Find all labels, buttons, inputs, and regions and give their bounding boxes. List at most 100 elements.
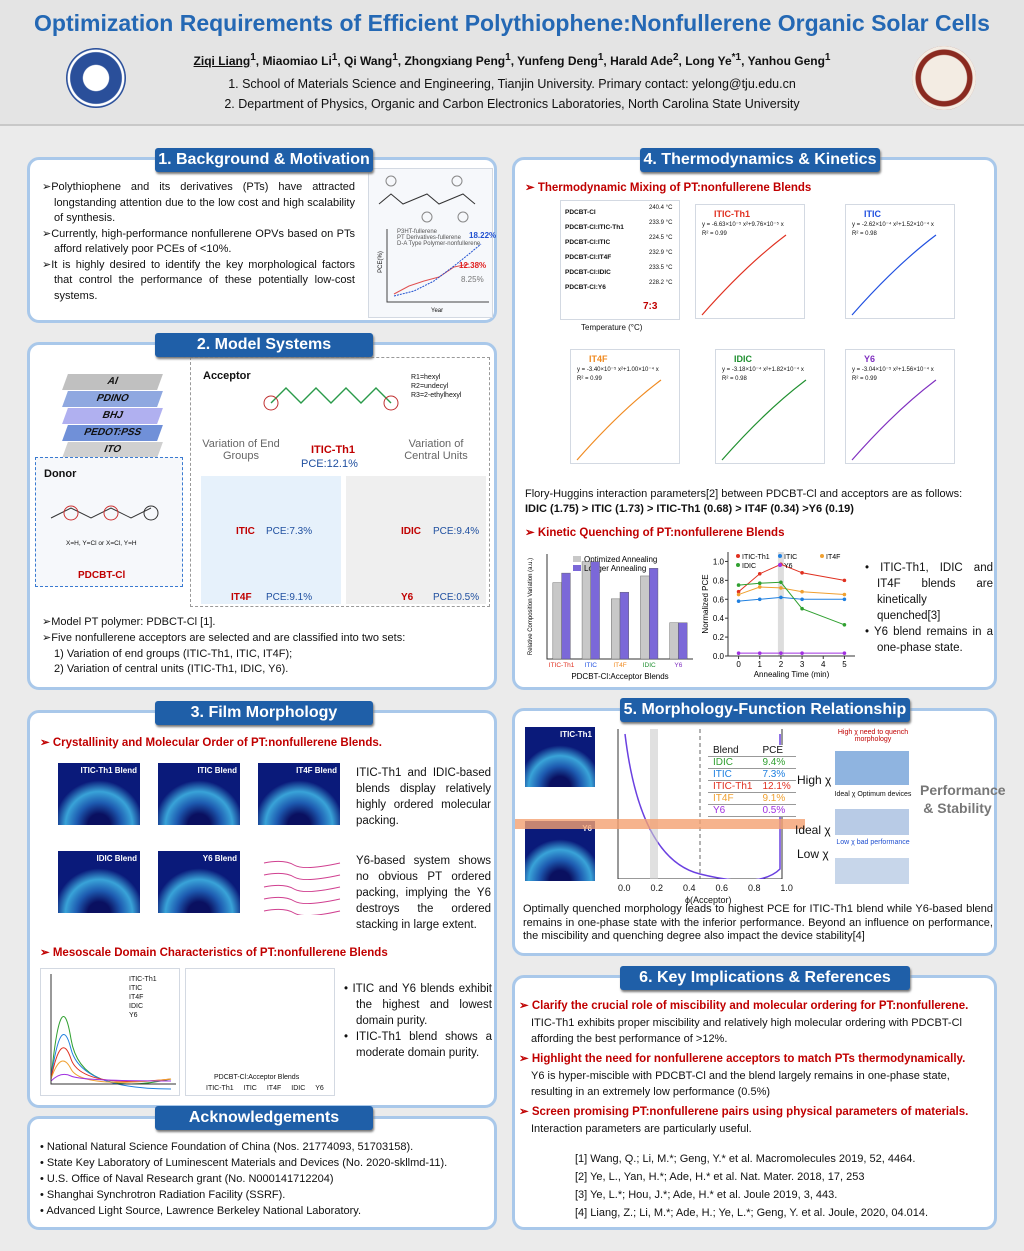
fit-panel: ITIC y = -2.62×10⁻⁴ x²+1.52×10⁻⁴ x R² = 0.… (845, 204, 955, 319)
device-stack: Al PDINO BHJ PEDOT:PSS ITO (62, 373, 163, 458)
table-cell: 12.1% (757, 780, 796, 793)
point (736, 651, 741, 655)
morph-sketch (835, 809, 909, 835)
author: Harald Ade2 (610, 52, 685, 68)
reference: [3] Ye, L.*; Hou, J.*; Ade, H.* et al. J… (575, 1189, 838, 1201)
fit-r2: R² = 0.99 (577, 376, 602, 382)
chi-label: Ideal χ (795, 823, 831, 837)
giwaxs-image: IT4F Blend (258, 763, 340, 825)
legend-entry: PT Derivatives-fullerene (397, 235, 461, 241)
legend-entry: Y6 (784, 563, 793, 570)
section-title: 5. Morphology-Function Relationship (620, 698, 910, 722)
center-pce: PCE:12.1% (301, 458, 358, 470)
device-layer: ITO (62, 442, 163, 458)
giwaxs-image: ITIC-Th1 (525, 727, 595, 787)
table-cell: Y6 (708, 804, 758, 817)
bullet: ITIC-Th1, IDIC and IT4F blends are kinet… (863, 560, 993, 624)
y-axis-label: Relative Composition Variation (a.u.) (528, 558, 534, 655)
fit-r2: R² = 0.98 (852, 231, 877, 237)
point (757, 581, 762, 585)
table-cell: IDIC (708, 756, 758, 769)
line-cuts (263, 860, 341, 915)
bar (552, 582, 562, 660)
author-affiliation: 1 (824, 52, 831, 63)
polymer-structure (378, 175, 476, 223)
table-cell: PCE (757, 745, 796, 757)
dsc-label: PDCBT-Cl:ITIC-Th1 (565, 224, 624, 231)
side-chain: R3=2-ethylhexyl (411, 392, 462, 399)
bullet: Polythiophene and its derivatives (PTs) … (40, 180, 355, 227)
legend-entry: IDIC (742, 563, 756, 570)
table-cell: IT4F (708, 792, 758, 805)
dsc-temp: 233.5 °C (649, 265, 673, 271)
x-axis-label: Annealing Time (min) (754, 670, 830, 679)
legend-swatch (778, 563, 782, 567)
bullet: Currently, high-performance nonfullerene… (40, 227, 355, 258)
category-label: Y6 (315, 1085, 324, 1092)
molecule-name: Y6 (401, 592, 414, 603)
section-ack: National Natural Science Foundation of C… (27, 1116, 497, 1230)
x-axis-label: ϕ(Acceptor) (685, 895, 732, 905)
x-tick-label: IT4F (613, 662, 626, 669)
point (779, 595, 783, 600)
y-tick-label: 0.6 (713, 595, 725, 604)
subtitle: Kinetic Quenching of PT:nonfullerene Ble… (525, 525, 785, 539)
author-name: Qi Wang (344, 54, 393, 68)
y-tick-label: 0.4 (713, 614, 725, 623)
reference: [1] Wang, Q.; Li, M.*; Geng, Y.* et al. … (575, 1153, 916, 1165)
author-name: Long Ye (685, 54, 732, 68)
author: Long Ye*1 (685, 52, 747, 68)
author-affiliation: 1 (392, 52, 398, 63)
device-layer: BHJ (62, 408, 163, 424)
section-title: 6. Key Implications & References (620, 966, 910, 990)
bar (669, 622, 679, 660)
y-tick-label: 0.0 (713, 652, 725, 661)
affiliations: 1. School of Materials Science and Engin… (0, 74, 1024, 114)
point (757, 597, 762, 602)
legend-swatch (573, 556, 581, 562)
dsc-temp: 232.9 °C (649, 250, 673, 256)
highlight-band (777, 552, 784, 656)
donor-note: X=H, Y=Cl or X=Cl, Y=H (66, 540, 137, 547)
x-tick-label: 3 (800, 660, 805, 669)
table-cell: 7.3% (757, 768, 796, 781)
category-label: IDIC (291, 1085, 306, 1092)
fit-r2: R² = 0.99 (702, 231, 727, 237)
fit-curve (701, 234, 787, 316)
table-cell: Blend (708, 745, 758, 757)
ack-item: National Natural Science Foundation of C… (38, 1139, 493, 1155)
point (779, 586, 783, 590)
molecule-pce: PCE:7.3% (266, 526, 313, 537)
author: Yunfeng Deng1 (517, 52, 610, 68)
fit-curve (851, 234, 937, 316)
fit-line (851, 234, 937, 316)
x-tick-label: 4 (821, 660, 826, 669)
ack-item: Shanghai Synchrotron Radiation Facility … (38, 1187, 493, 1203)
panel-label: IDIC Blend (96, 854, 137, 863)
ack-item: State Key Laboratory of Luminescent Mate… (38, 1155, 493, 1171)
flory-text: Flory-Huggins interaction parameters[2] … (525, 488, 963, 500)
poster-title: Optimization Requirements of Efficient P… (34, 10, 990, 36)
dsc-ratio: 7:3 (643, 301, 658, 312)
fit-panel: IDIC y = -3.18×10⁻⁴ x²+1.82×10⁻⁴ x R² = 0.… (715, 349, 825, 464)
x-tick-label: ITIC (585, 662, 598, 669)
device-layer: Al (62, 374, 163, 390)
bar (581, 561, 592, 660)
table-row: IT4F 9.1% (708, 792, 796, 805)
subtitle: Mesoscale Domain Characteristics of PT:n… (40, 945, 388, 959)
section-thermo: Thermodynamic Mixing of PT:nonfullerene … (512, 157, 997, 690)
point (842, 623, 847, 627)
giwaxs-image: IDIC Blend (58, 851, 140, 913)
reference: [4] Liang, Z.; Li, M.*; Ade, H.; Ye, L.*… (575, 1207, 929, 1219)
legend-entry: Longer Annealing (584, 564, 646, 573)
author-name: Yanhou Geng (747, 54, 825, 68)
point (800, 606, 804, 611)
x-tick-label: 0.2 (650, 883, 663, 893)
point (757, 651, 762, 655)
fit-line (721, 379, 807, 461)
variation-central: Variation of Central Units (404, 438, 468, 462)
section-title: 1. Background & Motivation (155, 148, 373, 172)
center-name: ITIC-Th1 (311, 444, 355, 456)
x-tick-label: 0.4 (682, 883, 696, 893)
